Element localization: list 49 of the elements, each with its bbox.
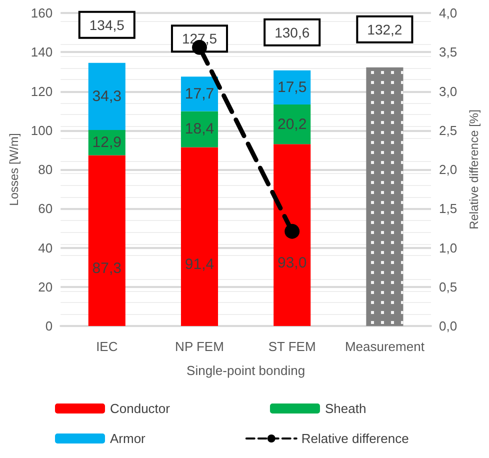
legend-label: Armor bbox=[110, 431, 146, 446]
data-label: 87,3 bbox=[92, 260, 122, 278]
x-tick-label: ST FEM bbox=[268, 339, 316, 354]
y-tick-label: 160 bbox=[30, 6, 53, 20]
bar bbox=[274, 104, 311, 144]
y2-tick-label: 3,0 bbox=[439, 84, 458, 99]
y2-tick-label: 0,5 bbox=[439, 279, 458, 294]
y-tick-label: 100 bbox=[30, 122, 53, 138]
data-label: 12,9 bbox=[92, 134, 122, 152]
y-tick-label: 20 bbox=[38, 279, 53, 294]
y-tick-label: 0 bbox=[45, 318, 53, 334]
y2-tick-label: 1,5 bbox=[439, 201, 458, 216]
x-tick-label: IEC bbox=[96, 339, 118, 354]
y2-tick-label: 1,0 bbox=[439, 240, 458, 256]
bar bbox=[274, 70, 311, 105]
total-label: 132,2 bbox=[367, 21, 402, 38]
y2-tick-label: 2,5 bbox=[439, 122, 458, 138]
data-label: 17,5 bbox=[277, 78, 307, 96]
data-label: 17,7 bbox=[184, 85, 214, 102]
bar bbox=[274, 144, 311, 326]
total-label: 134,5 bbox=[89, 16, 125, 33]
legend-label: Relative difference bbox=[301, 431, 409, 446]
data-label: 18,4 bbox=[184, 120, 214, 138]
bar bbox=[88, 62, 126, 130]
total-label: 130,6 bbox=[274, 24, 310, 40]
data-label: 34,3 bbox=[92, 88, 122, 105]
y-tick-label: 60 bbox=[38, 201, 53, 216]
y-tick-label: 140 bbox=[30, 44, 53, 60]
x-tick-label: NP FEM bbox=[175, 339, 224, 354]
y-tick-label: 80 bbox=[38, 162, 53, 177]
y2-tick-label: 3,5 bbox=[439, 44, 458, 60]
x-tick-label: Measurement bbox=[344, 339, 425, 354]
x-axis-title: Single-point bonding bbox=[186, 363, 306, 378]
y-tick-label: 120 bbox=[30, 84, 53, 99]
y2-axis-title: Relative difference [%] bbox=[466, 110, 481, 230]
bar bbox=[88, 155, 126, 326]
y2-tick-label: 4,0 bbox=[439, 6, 458, 20]
bar bbox=[180, 111, 218, 148]
data-label: 91,4 bbox=[184, 256, 214, 274]
y2-tick-label: 0,0 bbox=[439, 318, 458, 334]
y-axis-title: Losses [W/m] bbox=[7, 133, 21, 206]
legend-label: Sheath bbox=[324, 401, 366, 416]
legend-label: Conductor bbox=[110, 401, 171, 416]
data-label: 93,0 bbox=[277, 254, 307, 272]
y2-tick-label: 2,0 bbox=[439, 162, 458, 177]
data-label: 20,2 bbox=[277, 116, 307, 133]
y-tick-label: 40 bbox=[38, 240, 53, 256]
bar bbox=[180, 76, 218, 112]
bar bbox=[180, 147, 218, 326]
